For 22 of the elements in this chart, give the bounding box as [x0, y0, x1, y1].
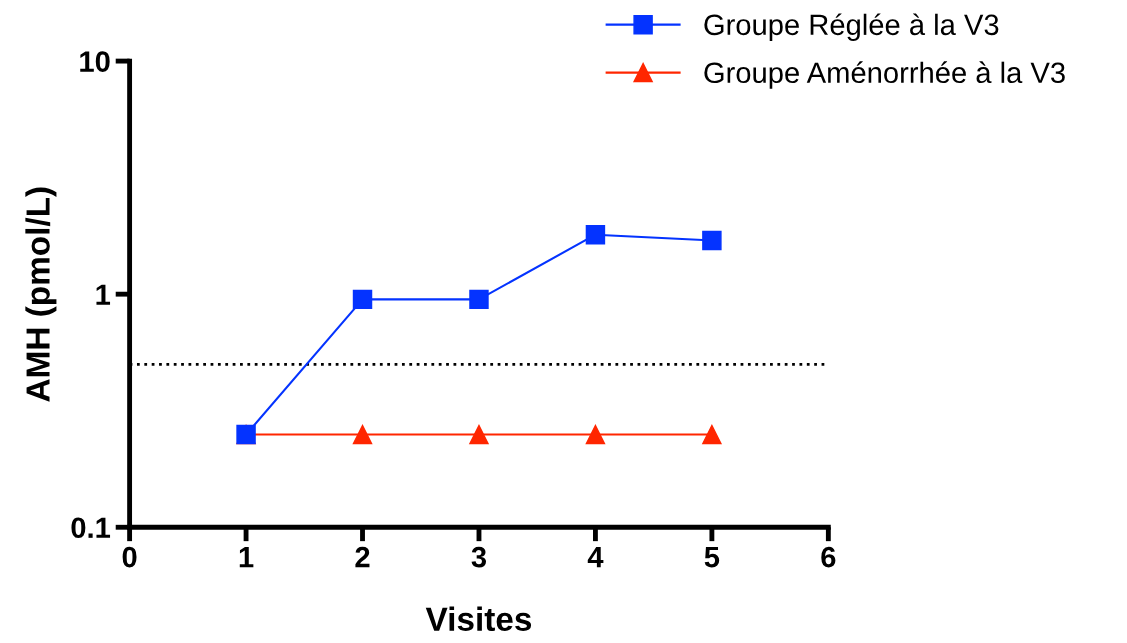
point — [585, 224, 606, 245]
point — [469, 424, 489, 445]
point — [352, 289, 373, 310]
x-tick-label: 3 — [471, 546, 487, 568]
x-tick-label: 5 — [704, 547, 720, 568]
point — [469, 289, 489, 310]
x-tick-label: 1 — [239, 547, 254, 568]
y-axis-title: AMH (pmol/L) — [25, 187, 57, 402]
point — [702, 424, 722, 445]
point — [585, 424, 606, 445]
point — [702, 230, 722, 251]
x-axis-title: Visites — [425, 606, 532, 632]
y-tick-label: 0.1 — [71, 517, 111, 539]
x-tick-label: 2 — [355, 546, 370, 568]
point — [352, 424, 373, 445]
x-tick-label: 6 — [821, 546, 836, 568]
x-tick-label: 4 — [587, 547, 604, 568]
legend-label: Groupe Réglée à la V3 — [704, 13, 999, 41]
x-tick-label: 0 — [122, 546, 137, 568]
y-tick-label: 10 — [80, 51, 110, 72]
y-tick-label: 1 — [96, 284, 111, 305]
legend-label: Groupe Aménorrhée à la V3 — [704, 61, 1065, 89]
